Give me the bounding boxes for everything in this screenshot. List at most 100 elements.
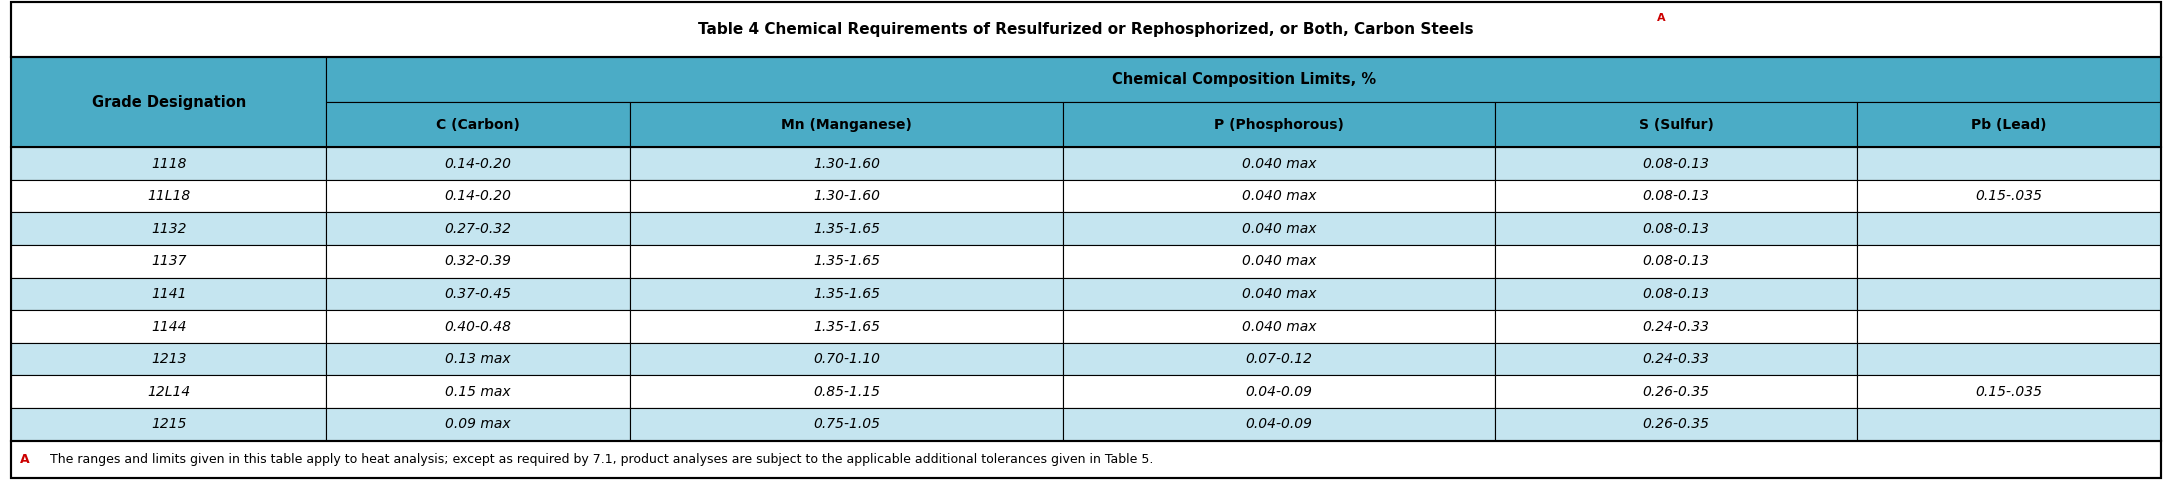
Text: 0.15-.035: 0.15-.035 [1977, 384, 2042, 399]
Bar [1062, 245, 1494, 277]
Bar [326, 310, 630, 343]
Bar [11, 408, 326, 441]
Bar [1062, 102, 1494, 147]
Bar [1062, 310, 1494, 343]
Bar [1857, 213, 2161, 245]
Text: 0.85-1.15: 0.85-1.15 [812, 384, 880, 399]
Bar [630, 277, 1062, 310]
Text: 1215: 1215 [150, 417, 187, 431]
Text: A: A [20, 453, 28, 466]
Bar [11, 441, 2161, 478]
Text: 0.040 max: 0.040 max [1242, 320, 1316, 334]
Bar [326, 147, 630, 180]
Text: 0.37-0.45: 0.37-0.45 [445, 287, 513, 301]
Bar [326, 245, 630, 277]
Bar [630, 102, 1062, 147]
Bar [11, 2, 2161, 57]
Text: 1.35-1.65: 1.35-1.65 [812, 287, 880, 301]
Text: 0.08-0.13: 0.08-0.13 [1642, 189, 1709, 203]
Text: 0.04-0.09: 0.04-0.09 [1245, 384, 1312, 399]
Text: 0.15-.035: 0.15-.035 [1977, 189, 2042, 203]
Text: S (Sulfur): S (Sulfur) [1638, 118, 1714, 132]
Text: Table 4 Chemical Requirements of Resulfurized or Rephosphorized, or Both, Carbon: Table 4 Chemical Requirements of Resulfu… [697, 22, 1475, 37]
Text: 1118: 1118 [150, 156, 187, 170]
Bar [630, 245, 1062, 277]
Text: 0.14-0.20: 0.14-0.20 [445, 156, 513, 170]
Bar [1062, 180, 1494, 213]
Text: The ranges and limits given in this table apply to heat analysis; except as requ: The ranges and limits given in this tabl… [46, 453, 1153, 466]
Text: 1213: 1213 [150, 352, 187, 366]
Bar [1062, 408, 1494, 441]
Text: 0.27-0.32: 0.27-0.32 [445, 222, 513, 236]
Bar [1062, 343, 1494, 375]
Bar [1494, 375, 1857, 408]
Bar [630, 147, 1062, 180]
Bar [11, 213, 326, 245]
Text: 1.30-1.60: 1.30-1.60 [812, 189, 880, 203]
Text: Chemical Composition Limits, %: Chemical Composition Limits, % [1112, 72, 1375, 87]
Bar [326, 375, 630, 408]
Bar [1857, 408, 2161, 441]
Text: A: A [1657, 13, 1666, 24]
Bar [630, 180, 1062, 213]
Bar [1494, 102, 1857, 147]
Text: 0.04-0.09: 0.04-0.09 [1245, 417, 1312, 431]
Bar [1062, 213, 1494, 245]
Text: 0.07-0.12: 0.07-0.12 [1245, 352, 1312, 366]
Text: 0.26-0.35: 0.26-0.35 [1642, 417, 1709, 431]
Bar [11, 245, 326, 277]
Text: C (Carbon): C (Carbon) [437, 118, 521, 132]
Text: 0.08-0.13: 0.08-0.13 [1642, 156, 1709, 170]
Bar [1062, 277, 1494, 310]
Bar [11, 180, 326, 213]
Text: 1132: 1132 [150, 222, 187, 236]
Bar [326, 180, 630, 213]
Text: 1144: 1144 [150, 320, 187, 334]
Text: 1141: 1141 [150, 287, 187, 301]
Bar [326, 57, 2161, 102]
Text: 0.040 max: 0.040 max [1242, 222, 1316, 236]
Bar [1857, 310, 2161, 343]
Bar [1857, 375, 2161, 408]
Bar [1494, 408, 1857, 441]
Bar [1494, 310, 1857, 343]
Bar [326, 102, 630, 147]
Bar [1494, 343, 1857, 375]
Text: 1.35-1.65: 1.35-1.65 [812, 320, 880, 334]
Text: 1137: 1137 [150, 254, 187, 268]
Text: 0.13 max: 0.13 max [445, 352, 510, 366]
Bar [326, 408, 630, 441]
Bar [1857, 147, 2161, 180]
Text: 0.32-0.39: 0.32-0.39 [445, 254, 513, 268]
Bar [1494, 277, 1857, 310]
Text: 0.08-0.13: 0.08-0.13 [1642, 222, 1709, 236]
Text: Grade Designation: Grade Designation [91, 95, 245, 110]
Bar [11, 277, 326, 310]
Text: 0.24-0.33: 0.24-0.33 [1642, 320, 1709, 334]
Text: 0.24-0.33: 0.24-0.33 [1642, 352, 1709, 366]
Text: 12L14: 12L14 [148, 384, 191, 399]
Bar [326, 277, 630, 310]
Bar [1062, 147, 1494, 180]
Text: P (Phosphorous): P (Phosphorous) [1214, 118, 1344, 132]
Text: 0.75-1.05: 0.75-1.05 [812, 417, 880, 431]
Bar [11, 310, 326, 343]
Text: 1.35-1.65: 1.35-1.65 [812, 254, 880, 268]
Bar [1494, 180, 1857, 213]
Text: 0.040 max: 0.040 max [1242, 189, 1316, 203]
Bar [1857, 180, 2161, 213]
Text: 0.15 max: 0.15 max [445, 384, 510, 399]
Bar [630, 213, 1062, 245]
Text: 11L18: 11L18 [148, 189, 191, 203]
Text: 0.09 max: 0.09 max [445, 417, 510, 431]
Bar [630, 408, 1062, 441]
Text: 0.14-0.20: 0.14-0.20 [445, 189, 513, 203]
Bar [326, 343, 630, 375]
Bar [1857, 277, 2161, 310]
Bar [1857, 245, 2161, 277]
Text: 1.30-1.60: 1.30-1.60 [812, 156, 880, 170]
Bar [630, 343, 1062, 375]
Bar [11, 147, 326, 180]
Bar [1857, 102, 2161, 147]
Bar [1494, 245, 1857, 277]
